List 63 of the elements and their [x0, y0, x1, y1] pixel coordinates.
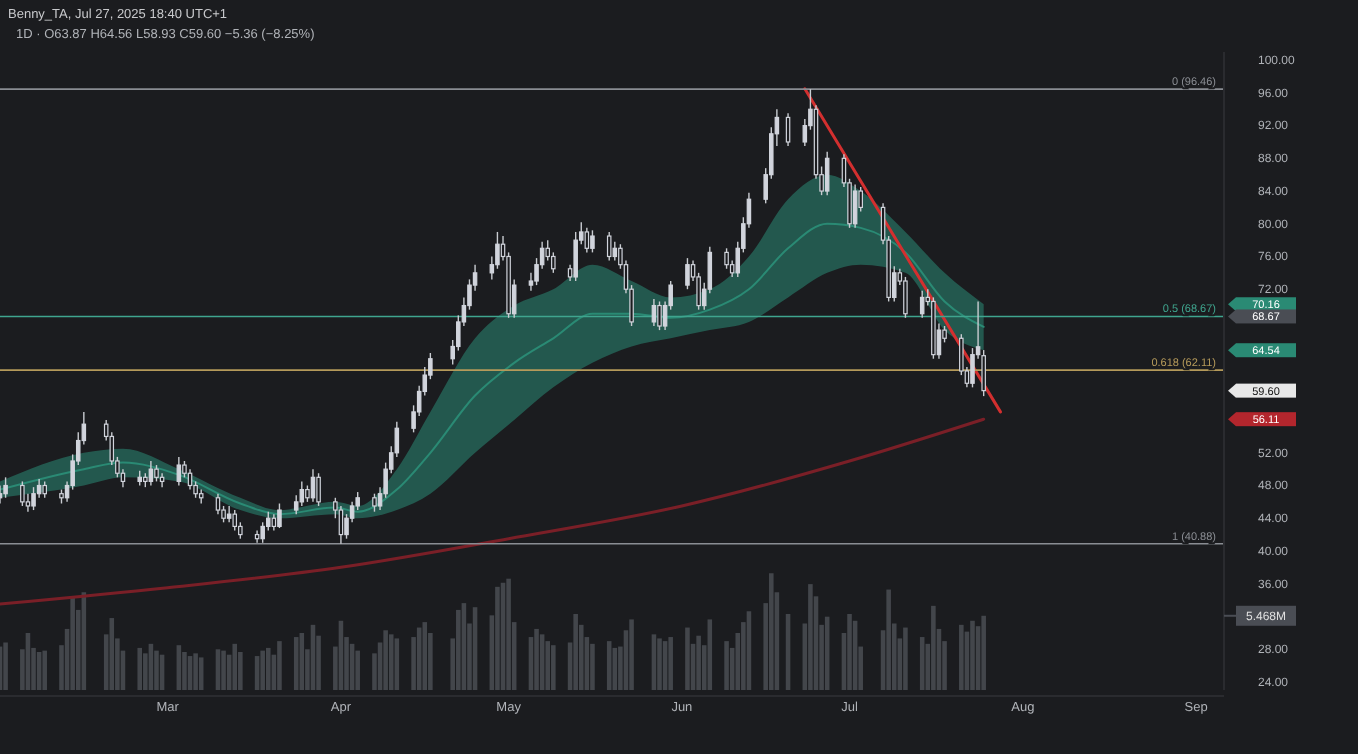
- bar: [42, 650, 47, 690]
- bar: [154, 650, 159, 690]
- bar: [545, 641, 550, 690]
- bar: [355, 650, 360, 690]
- bar: [506, 578, 511, 690]
- candlestick: [606, 231, 612, 262]
- bar: [590, 643, 595, 690]
- candlestick: [316, 472, 321, 507]
- bar: [808, 584, 813, 690]
- bar: [903, 627, 908, 690]
- candlestick: [612, 241, 618, 262]
- bar: [573, 613, 578, 690]
- candlestick: [31, 486, 36, 511]
- bar: [221, 650, 226, 690]
- bar: [383, 630, 388, 690]
- candlestick: [657, 300, 662, 331]
- bar: [769, 573, 774, 690]
- bar: [551, 645, 556, 690]
- candlestick: [824, 151, 830, 196]
- bar: [182, 651, 187, 690]
- bar: [886, 589, 891, 690]
- bar: [422, 622, 428, 690]
- candlestick: [685, 257, 690, 290]
- candlestick: [785, 112, 791, 147]
- bar: [685, 627, 690, 690]
- candlestick: [651, 298, 657, 327]
- candlestick: [215, 492, 221, 515]
- candlestick: [919, 290, 925, 319]
- bar: [277, 641, 282, 690]
- candlestick: [299, 480, 305, 507]
- bar: [959, 624, 964, 690]
- candlestick: [584, 227, 590, 254]
- bar: [668, 637, 673, 690]
- line-series: [0, 417, 986, 606]
- bar: [724, 641, 729, 690]
- candlestick: [232, 509, 238, 532]
- candlestick: [338, 505, 344, 545]
- bar: [137, 647, 142, 690]
- bar: [970, 620, 975, 690]
- bar: [696, 635, 701, 690]
- candlestick: [590, 229, 595, 254]
- bar: [266, 647, 271, 690]
- candlestick: [724, 247, 729, 270]
- bar: [534, 628, 539, 690]
- bar: [70, 597, 75, 690]
- bar: [456, 609, 461, 690]
- bar: [238, 651, 243, 690]
- bar: [657, 638, 662, 690]
- candlestick: [176, 456, 182, 487]
- bar: [931, 605, 936, 690]
- bar: [629, 619, 634, 690]
- bar: [981, 615, 986, 690]
- bar: [260, 650, 265, 690]
- bar: [193, 653, 198, 690]
- candlestick: [20, 480, 25, 507]
- bar: [232, 643, 238, 690]
- bar: [495, 586, 500, 690]
- bar: [3, 642, 8, 690]
- bar: [388, 634, 394, 690]
- candlestick: [903, 276, 908, 319]
- candlestick: [3, 476, 8, 499]
- candlestick: [277, 502, 282, 529]
- bar: [847, 613, 852, 690]
